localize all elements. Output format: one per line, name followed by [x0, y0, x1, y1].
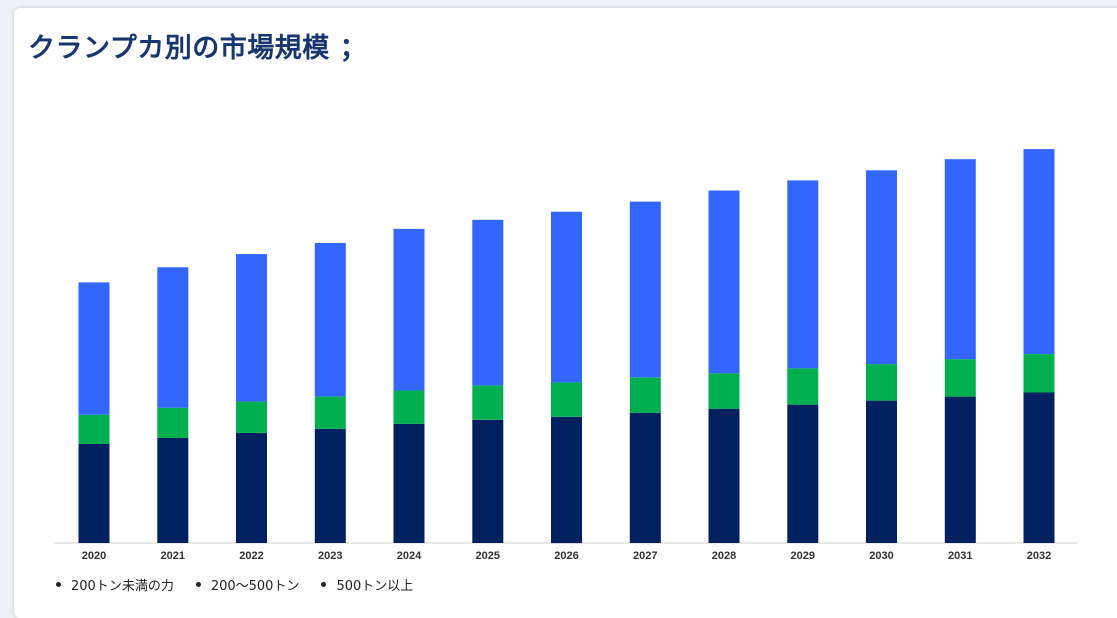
- bar-segment-2024-series-2[interactable]: [393, 228, 425, 391]
- bar-segment-2032-series-2[interactable]: [1023, 149, 1055, 355]
- bar-segment-2026-series-1[interactable]: [551, 382, 582, 417]
- bar-segment-2021-series-1[interactable]: [157, 407, 189, 438]
- x-tick-label-2031: 2031: [948, 550, 972, 562]
- bar-segment-2028-series-2[interactable]: [708, 190, 740, 374]
- bar-segment-2026-series-2[interactable]: [551, 211, 582, 383]
- legend-item-under-200[interactable]: 200トン未満の力: [56, 575, 174, 594]
- legend-item-200-500[interactable]: 200〜500トン: [195, 575, 300, 594]
- legend-label: 200〜500トン: [210, 579, 300, 594]
- bar-segment-2025-series-2[interactable]: [472, 219, 504, 386]
- x-tick-label-2029: 2029: [791, 550, 815, 562]
- x-tick-labels: 2020 2021 2022 2023 2024 2025 2026 2027 2028 2029…: [82, 550, 1051, 562]
- x-tick-label-2027: 2027: [633, 550, 657, 562]
- x-tick-label-2022: 2022: [239, 550, 263, 562]
- x-tick-label-2028: 2028: [712, 550, 736, 562]
- chart-title: クランプカ別の市場規模 ；: [28, 33, 368, 64]
- bar-segment-2021-series-2[interactable]: [157, 267, 189, 408]
- bar-segment-2024-series-0[interactable]: [393, 423, 425, 543]
- x-tick-label-2030: 2030: [869, 550, 893, 562]
- bar-segment-2029-series-1[interactable]: [787, 368, 819, 405]
- bar-segment-2024-series-1[interactable]: [393, 390, 425, 424]
- legend-bullet: [321, 582, 327, 587]
- bar-segment-2031-series-0[interactable]: [944, 396, 976, 543]
- bar-segment-2027-series-1[interactable]: [629, 377, 661, 413]
- bar-segment-2028-series-1[interactable]: [708, 373, 740, 409]
- bar-segment-2030-series-1[interactable]: [866, 364, 897, 401]
- bar-segment-2025-series-1[interactable]: [472, 385, 504, 420]
- bar-segment-2032-series-0[interactable]: [1023, 392, 1055, 544]
- bar-segment-2029-series-0[interactable]: [787, 404, 819, 543]
- bar-segment-2022-series-2[interactable]: [236, 254, 267, 402]
- legend-bullet: [195, 582, 201, 587]
- bar-segment-2020-series-0[interactable]: [78, 444, 110, 543]
- bar-segment-2027-series-0[interactable]: [629, 412, 661, 543]
- legend-label: 200トン未満の力: [71, 579, 174, 594]
- bar-segment-2031-series-2[interactable]: [944, 159, 976, 360]
- bar-segment-2020-series-2[interactable]: [78, 282, 110, 415]
- x-tick-label-2020: 2020: [82, 550, 106, 562]
- bar-segment-2027-series-2[interactable]: [629, 201, 661, 378]
- bar-segment-2022-series-1[interactable]: [236, 401, 267, 433]
- chart-legend: 200トン未満の力 200〜500トン 500トン以上: [56, 575, 413, 594]
- bars-group: [78, 149, 1055, 544]
- bar-segment-2023-series-0[interactable]: [314, 428, 346, 543]
- bar-segment-2031-series-1[interactable]: [944, 359, 976, 397]
- bar-segment-2023-series-2[interactable]: [314, 243, 346, 397]
- x-tick-label-2032: 2032: [1027, 550, 1051, 562]
- x-tick-label-2021: 2021: [161, 550, 185, 562]
- bar-segment-2030-series-2[interactable]: [866, 170, 897, 365]
- bar-segment-2020-series-1[interactable]: [78, 414, 110, 444]
- x-tick-label-2025: 2025: [476, 550, 500, 562]
- bar-segment-2032-series-1[interactable]: [1023, 354, 1055, 393]
- bar-segment-2022-series-0[interactable]: [236, 432, 267, 543]
- bar-segment-2028-series-0[interactable]: [708, 408, 740, 543]
- bar-segment-2029-series-2[interactable]: [787, 180, 819, 369]
- legend-label: 500トン以上: [336, 579, 414, 594]
- x-tick-label-2023: 2023: [318, 550, 342, 562]
- legend-item-over-500[interactable]: 500トン以上: [321, 575, 413, 594]
- bar-segment-2021-series-0[interactable]: [157, 438, 189, 543]
- x-tick-label-2026: 2026: [554, 550, 578, 562]
- x-tick-label-2024: 2024: [397, 550, 422, 562]
- bar-segment-2030-series-0[interactable]: [866, 400, 897, 543]
- bar-segment-2026-series-0[interactable]: [551, 416, 582, 544]
- bar-segment-2025-series-0[interactable]: [472, 419, 504, 543]
- legend-bullet: [56, 582, 61, 587]
- bar-segment-2023-series-1[interactable]: [314, 396, 346, 429]
